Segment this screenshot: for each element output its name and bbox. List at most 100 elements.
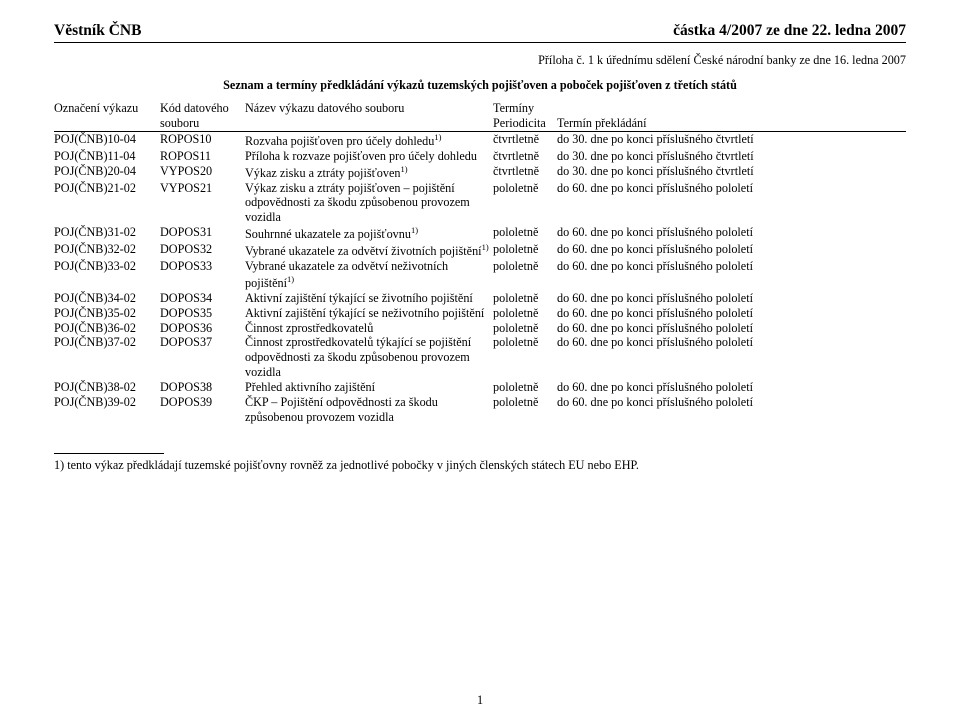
cell-kod: DOPOS37 — [160, 335, 245, 380]
col-termin: Termín překládání — [557, 116, 906, 131]
cell-termin: do 60. dne po konci příslušného pololetí — [557, 242, 906, 259]
cell-termin: do 60. dne po konci příslušného pololetí — [557, 225, 906, 242]
cell-nazev: Aktivní zajištění týkající se životního … — [245, 291, 493, 306]
cell-kod: DOPOS31 — [160, 225, 245, 242]
table-header-row-2: souboru Periodicita Termín překládání — [54, 116, 906, 131]
cell-nazev-text: ČKP – Pojištění odpovědnosti za škodu zp… — [245, 395, 438, 424]
cell-oznaceni: POJ(ČNB)33-02 — [54, 259, 160, 291]
report-table: Označení výkazu Kód datového Název výkaz… — [54, 101, 906, 425]
cell-kod: ROPOS10 — [160, 131, 245, 148]
cell-oznaceni: POJ(ČNB)39-02 — [54, 395, 160, 425]
table-row: POJ(ČNB)35-02DOPOS35Aktivní zajištění tý… — [54, 306, 906, 321]
table-row: POJ(ČNB)36-02DOPOS36Činnost zprostředkov… — [54, 321, 906, 336]
cell-oznaceni: POJ(ČNB)37-02 — [54, 335, 160, 380]
footnote-ref-icon: 1) — [434, 132, 441, 142]
cell-periodicita: čtvrtletně — [493, 149, 557, 164]
cell-kod: ROPOS11 — [160, 149, 245, 164]
footnote-ref-icon: 1) — [411, 225, 418, 235]
table-row: POJ(ČNB)37-02DOPOS37Činnost zprostředkov… — [54, 335, 906, 380]
cell-oznaceni: POJ(ČNB)38-02 — [54, 380, 160, 395]
col-oznaceni: Označení výkazu — [54, 101, 160, 116]
cell-nazev-text: Výkaz zisku a ztráty pojišťoven – pojišt… — [245, 181, 470, 225]
cell-termin: do 60. dne po konci příslušného pololetí — [557, 306, 906, 321]
cell-oznaceni: POJ(ČNB)34-02 — [54, 291, 160, 306]
cell-nazev-text: Rozvaha pojišťoven pro účely dohledu — [245, 134, 434, 148]
cell-termin: do 60. dne po konci příslušného pololetí — [557, 321, 906, 336]
cell-periodicita: pololetně — [493, 181, 557, 226]
table-row: POJ(ČNB)11-04ROPOS11Příloha k rozvaze po… — [54, 149, 906, 164]
cell-kod: DOPOS35 — [160, 306, 245, 321]
table-row: POJ(ČNB)21-02VYPOS21Výkaz zisku a ztráty… — [54, 181, 906, 226]
cell-oznaceni: POJ(ČNB)20-04 — [54, 164, 160, 181]
cell-periodicita: pololetně — [493, 291, 557, 306]
cell-periodicita: pololetně — [493, 306, 557, 321]
cell-kod: DOPOS32 — [160, 242, 245, 259]
col-periodicita: Periodicita — [493, 116, 557, 131]
cell-nazev-text: Vybrané ukazatele za odvětví životních p… — [245, 244, 482, 258]
table-row: POJ(ČNB)34-02DOPOS34Aktivní zajištění tý… — [54, 291, 906, 306]
cell-termin: do 60. dne po konci příslušného pololetí — [557, 291, 906, 306]
cell-termin: do 30. dne po konci příslušného čtvrtlet… — [557, 164, 906, 181]
cell-periodicita: pololetně — [493, 225, 557, 242]
cell-periodicita: pololetně — [493, 335, 557, 380]
table-row: POJ(ČNB)39-02DOPOS39ČKP – Pojištění odpo… — [54, 395, 906, 425]
cell-kod: DOPOS33 — [160, 259, 245, 291]
cell-termin: do 30. dne po konci příslušného čtvrtlet… — [557, 131, 906, 148]
cell-periodicita: čtvrtletně — [493, 131, 557, 148]
cell-termin: do 60. dne po konci příslušného pololetí — [557, 395, 906, 425]
table-row: POJ(ČNB)31-02DOPOS31Souhrnné ukazatele z… — [54, 225, 906, 242]
cell-oznaceni: POJ(ČNB)10-04 — [54, 131, 160, 148]
cell-nazev-text: Činnost zprostředkovatelů — [245, 321, 373, 335]
table-row: POJ(ČNB)32-02DOPOS32Vybrané ukazatele za… — [54, 242, 906, 259]
cell-nazev-text: Přehled aktivního zajištění — [245, 380, 375, 394]
header-divider — [54, 42, 906, 43]
cell-kod: VYPOS21 — [160, 181, 245, 226]
cell-nazev: Výkaz zisku a ztráty pojišťoven1) — [245, 164, 493, 181]
cell-nazev: Výkaz zisku a ztráty pojišťoven – pojišt… — [245, 181, 493, 226]
table-row: POJ(ČNB)38-02DOPOS38Přehled aktivního za… — [54, 380, 906, 395]
cell-oznaceni: POJ(ČNB)31-02 — [54, 225, 160, 242]
cell-periodicita: pololetně — [493, 395, 557, 425]
cell-periodicita: pololetně — [493, 380, 557, 395]
table-body: POJ(ČNB)10-04ROPOS10Rozvaha pojišťoven p… — [54, 131, 906, 424]
table-header-row-1: Označení výkazu Kód datového Název výkaz… — [54, 101, 906, 116]
cell-oznaceni: POJ(ČNB)11-04 — [54, 149, 160, 164]
cell-nazev: Rozvaha pojišťoven pro účely dohledu1) — [245, 131, 493, 148]
page-number: 1 — [0, 693, 960, 708]
document-title: Seznam a termíny předkládání výkazů tuze… — [54, 78, 906, 93]
cell-nazev-text: Vybrané ukazatele za odvětví neživotních… — [245, 259, 448, 290]
table-row: POJ(ČNB)33-02DOPOS33Vybrané ukazatele za… — [54, 259, 906, 291]
col-kod-2: souboru — [160, 116, 245, 131]
cell-nazev: ČKP – Pojištění odpovědnosti za škodu zp… — [245, 395, 493, 425]
cell-nazev: Vybrané ukazatele za odvětví neživotních… — [245, 259, 493, 291]
cell-periodicita: pololetně — [493, 242, 557, 259]
cell-oznaceni: POJ(ČNB)32-02 — [54, 242, 160, 259]
header-right: částka 4/2007 ze dne 22. ledna 2007 — [673, 22, 906, 40]
col-kod-1: Kód datového — [160, 101, 245, 116]
cell-kod: DOPOS38 — [160, 380, 245, 395]
footnote-text: 1) tento výkaz předkládají tuzemské poji… — [54, 458, 906, 473]
cell-periodicita: čtvrtletně — [493, 164, 557, 181]
cell-kod: VYPOS20 — [160, 164, 245, 181]
cell-nazev: Souhrnné ukazatele za pojišťovnu1) — [245, 225, 493, 242]
cell-termin: do 60. dne po konci příslušného pololetí — [557, 259, 906, 291]
cell-termin: do 60. dne po konci příslušného pololetí — [557, 380, 906, 395]
page-header: Věstník ČNB částka 4/2007 ze dne 22. led… — [54, 22, 906, 40]
cell-kod: DOPOS34 — [160, 291, 245, 306]
cell-periodicita: pololetně — [493, 321, 557, 336]
cell-termin: do 60. dne po konci příslušného pololetí — [557, 335, 906, 380]
table-row: POJ(ČNB)10-04ROPOS10Rozvaha pojišťoven p… — [54, 131, 906, 148]
col-nazev: Název výkazu datového souboru — [245, 101, 493, 116]
cell-oznaceni: POJ(ČNB)35-02 — [54, 306, 160, 321]
cell-nazev: Činnost zprostředkovatelů týkající se po… — [245, 335, 493, 380]
col-blank-2 — [245, 116, 493, 131]
cell-termin: do 60. dne po konci příslušného pololetí — [557, 181, 906, 226]
cell-nazev: Aktivní zajištění týkající se neživotníh… — [245, 306, 493, 321]
cell-nazev-text: Aktivní zajištění týkající se neživotníh… — [245, 306, 484, 320]
cell-nazev: Přehled aktivního zajištění — [245, 380, 493, 395]
cell-oznaceni: POJ(ČNB)36-02 — [54, 321, 160, 336]
header-left: Věstník ČNB — [54, 22, 141, 40]
cell-nazev: Vybrané ukazatele za odvětví životních p… — [245, 242, 493, 259]
footnote-ref-icon: 1) — [482, 242, 489, 252]
attachment-subtitle: Příloha č. 1 k úřednímu sdělení České ná… — [54, 53, 906, 68]
